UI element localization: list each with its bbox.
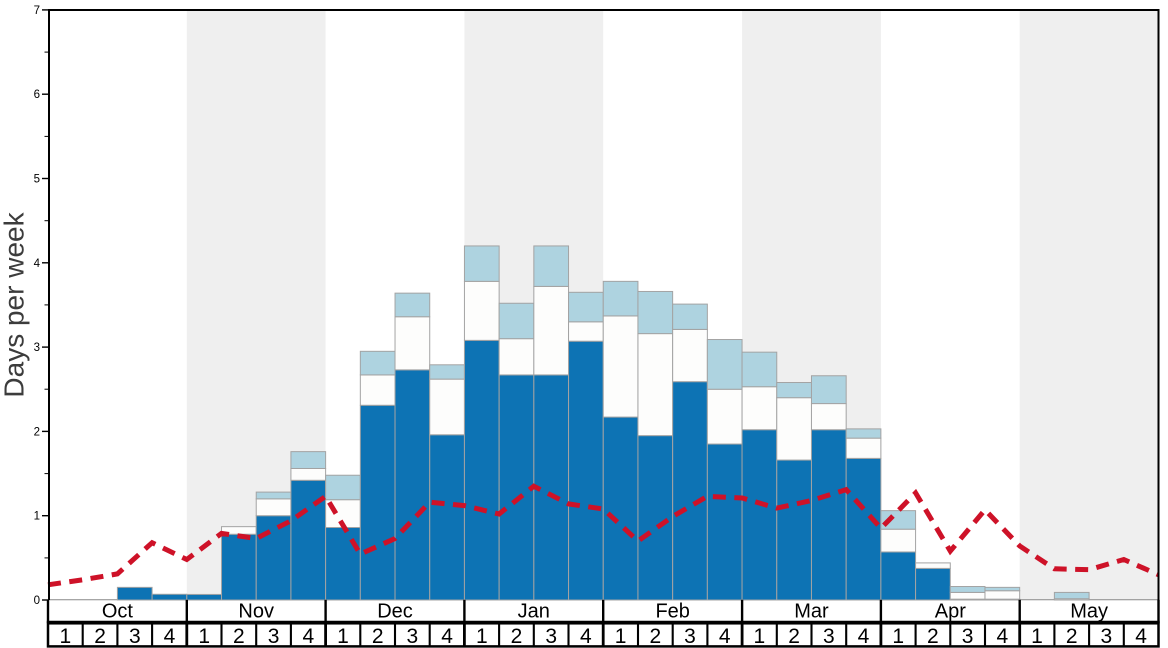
- svg-text:1: 1: [337, 625, 349, 648]
- svg-text:3: 3: [1101, 625, 1113, 648]
- svg-text:1: 1: [1031, 625, 1043, 648]
- svg-text:3: 3: [545, 625, 557, 648]
- svg-text:4: 4: [164, 625, 176, 648]
- svg-text:4: 4: [34, 258, 41, 270]
- svg-text:4: 4: [719, 625, 731, 648]
- svg-text:3: 3: [823, 625, 835, 648]
- svg-text:4: 4: [441, 625, 453, 648]
- svg-text:Apr: Apr: [935, 601, 966, 623]
- svg-text:1: 1: [615, 625, 627, 648]
- svg-text:Feb: Feb: [655, 601, 689, 623]
- svg-text:2: 2: [34, 426, 40, 438]
- svg-text:1: 1: [476, 625, 488, 648]
- svg-text:Oct: Oct: [102, 601, 134, 623]
- svg-text:2: 2: [1066, 625, 1078, 648]
- svg-text:2: 2: [372, 625, 384, 648]
- svg-text:1: 1: [34, 511, 40, 523]
- svg-text:2: 2: [511, 625, 523, 648]
- svg-text:4: 4: [996, 625, 1008, 648]
- svg-text:4: 4: [858, 625, 870, 648]
- svg-text:2: 2: [927, 625, 939, 648]
- svg-text:1: 1: [60, 625, 72, 648]
- svg-text:Nov: Nov: [238, 601, 274, 623]
- svg-text:2: 2: [788, 625, 800, 648]
- svg-text:7: 7: [34, 5, 40, 17]
- svg-text:2: 2: [233, 625, 245, 648]
- svg-text:3: 3: [684, 625, 696, 648]
- svg-text:May: May: [1070, 601, 1108, 623]
- svg-text:3: 3: [34, 342, 40, 354]
- svg-text:2: 2: [94, 625, 106, 648]
- svg-text:Jan: Jan: [518, 601, 550, 623]
- svg-text:Dec: Dec: [377, 601, 413, 623]
- svg-text:1: 1: [892, 625, 904, 648]
- svg-text:6: 6: [34, 89, 40, 101]
- svg-text:0: 0: [34, 595, 40, 607]
- svg-text:3: 3: [962, 625, 974, 648]
- svg-text:4: 4: [580, 625, 592, 648]
- svg-text:5: 5: [34, 174, 40, 186]
- svg-text:3: 3: [407, 625, 419, 648]
- svg-text:4: 4: [1135, 625, 1147, 648]
- svg-text:1: 1: [754, 625, 766, 648]
- svg-text:Mar: Mar: [794, 601, 829, 623]
- svg-text:Days per week: Days per week: [0, 211, 30, 397]
- svg-text:2: 2: [649, 625, 661, 648]
- svg-text:1: 1: [198, 625, 210, 648]
- svg-text:4: 4: [302, 625, 314, 648]
- svg-text:3: 3: [129, 625, 141, 648]
- svg-text:3: 3: [268, 625, 280, 648]
